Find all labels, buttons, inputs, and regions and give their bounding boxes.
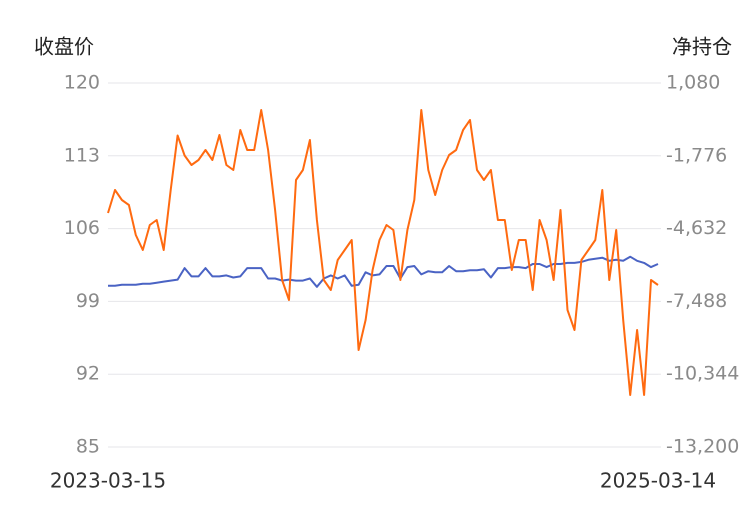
y2-tick-label: -10,344	[666, 363, 739, 385]
y2-tick-label: -13,200	[666, 436, 739, 458]
x-tick-label: 2023-03-15	[50, 469, 166, 493]
y2-tick-label: -7,488	[666, 290, 727, 312]
y-tick-label: 85	[76, 436, 100, 458]
y-tick-label: 120	[64, 72, 100, 94]
y-tick-label: 92	[76, 363, 100, 385]
series-line	[108, 255, 659, 288]
y2-axis-title: 净持仓	[672, 35, 732, 59]
y2-tick-label: -4,632	[666, 217, 727, 239]
y-tick-label: 113	[64, 144, 100, 166]
x-tick-label: 2025-03-14	[600, 469, 716, 493]
y-tick-label: 106	[64, 217, 100, 239]
y-axis-title: 收盘价	[34, 35, 94, 59]
y-tick-label: 99	[76, 290, 100, 312]
y2-tick-label: -1,776	[666, 144, 727, 166]
y2-tick-label: 1,080	[666, 72, 720, 94]
series-line	[107, 109, 659, 396]
